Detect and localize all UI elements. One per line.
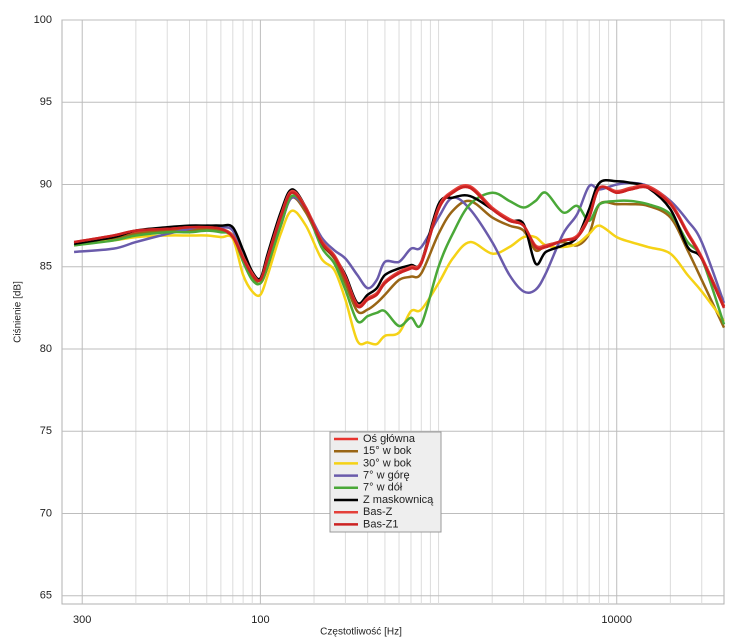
y-tick-label: 90 (40, 178, 52, 190)
legend-label: 7° w górę (363, 470, 410, 482)
y-tick-label: 100 (34, 14, 52, 26)
legend-label: 30° w bok (363, 457, 412, 469)
y-axis-label: Ciśnienie [dB] (13, 281, 24, 343)
series-lines (73, 179, 726, 346)
series-line (73, 179, 726, 307)
legend-label: Bas-Z (363, 506, 393, 518)
y-tick-label: 95 (40, 96, 52, 108)
legend-label: Bas-Z1 (363, 518, 398, 530)
y-tick-label: 70 (40, 507, 52, 519)
legend-label: 7° w dół (363, 482, 403, 494)
y-tick-label: 80 (40, 343, 52, 355)
x-tick-label: 10000 (601, 614, 632, 626)
legend-label: Z maskownicą (363, 494, 434, 506)
x-axis-label: Częstotliwość [Hz] (320, 627, 402, 638)
legend-label: Oś główna (363, 433, 416, 445)
y-tick-label: 85 (40, 261, 52, 273)
y-tick-label: 75 (40, 425, 52, 437)
legend-box (329, 431, 442, 533)
y-tick-label: 65 (40, 590, 52, 602)
grid (62, 19, 724, 604)
x-tick-label: 300 (73, 614, 91, 626)
x-tick-label: 100 (251, 614, 269, 626)
legend-label: 15° w bok (363, 445, 412, 457)
series-line (73, 185, 726, 309)
